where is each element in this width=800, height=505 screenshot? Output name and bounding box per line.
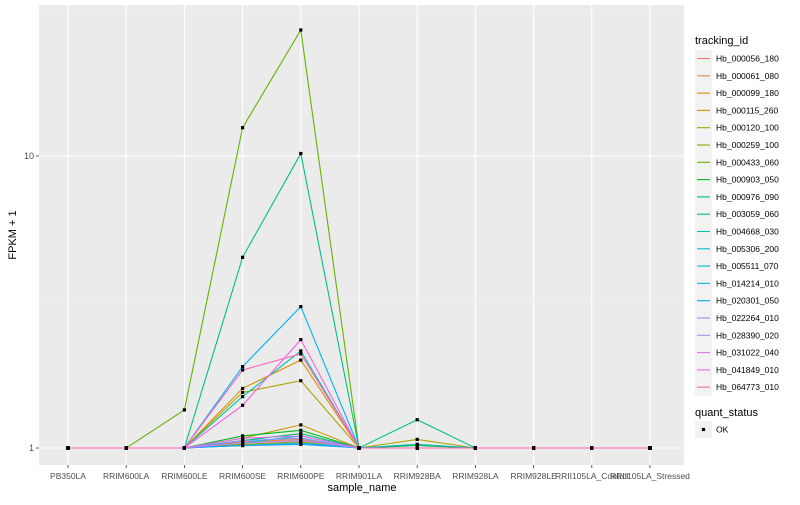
legend-label: Hb_000056_180: [716, 54, 779, 64]
data-point: [473, 446, 477, 450]
data-point: [241, 126, 245, 130]
legend-label: Hb_003059_060: [716, 209, 779, 219]
data-point: [415, 442, 419, 446]
data-point: [299, 352, 303, 356]
x-tick-label: PB350LA: [50, 471, 86, 481]
x-axis-title: sample_name: [327, 482, 396, 494]
legend-label: Hb_005511_070: [716, 261, 779, 271]
data-point: [299, 151, 303, 156]
x-tick-label: RRII105LA_Control: [555, 471, 629, 481]
data-point: [299, 442, 303, 446]
data-point: [299, 432, 303, 436]
data-point: [241, 365, 245, 369]
data-point: [415, 437, 419, 441]
data-point: [241, 368, 245, 372]
shape-legend-label: OK: [716, 425, 729, 435]
data-point: [357, 446, 361, 450]
data-point: [241, 443, 245, 448]
data-point: [648, 446, 652, 450]
y-axis-title: FPKM + 1: [7, 210, 19, 259]
legend-label: Hb_028390_020: [716, 330, 779, 340]
data-point: [299, 358, 303, 362]
data-point: [299, 338, 303, 342]
data-point: [66, 446, 70, 450]
data-point: [299, 436, 303, 440]
data-point: [415, 418, 419, 422]
data-point: [299, 28, 303, 32]
data-point: [182, 408, 186, 412]
grid-lines: [39, 5, 684, 465]
data-point: [299, 379, 303, 383]
data-point: [241, 255, 245, 259]
data-point: [299, 305, 303, 309]
data-point: [590, 446, 594, 450]
x-tick-label: RRIM928LA: [452, 471, 499, 481]
legend-title: tracking_id: [695, 35, 748, 47]
x-tick-label: RRIM600PE: [277, 471, 325, 481]
data-point: [299, 439, 303, 443]
data-point: [299, 434, 303, 438]
y-axis-ticks: 1 10: [24, 151, 39, 453]
legend-label: Hb_000099_180: [716, 88, 779, 98]
legend-label: Hb_014214_010: [716, 278, 779, 288]
x-tick-label: RRII105LA_Stressed: [610, 471, 690, 481]
x-axis-ticks: PB350LA RRIM600LA RRIM600LE RRIM600SE RRIM60…: [50, 465, 690, 481]
legend-label: Hb_022264_010: [716, 313, 779, 323]
y-tick-label: 1: [29, 443, 34, 453]
data-point: [124, 446, 128, 450]
data-point: [241, 395, 245, 399]
data-point: [182, 446, 186, 450]
data-point: [241, 441, 245, 445]
shape-legend-title: quant_status: [695, 407, 758, 419]
data-point: [299, 349, 303, 353]
legend-label: Hb_000061_080: [716, 71, 779, 81]
data-point: [299, 423, 303, 427]
legend-label: Hb_000115_260: [716, 105, 779, 115]
x-tick-label: RRIM928BA: [394, 471, 442, 481]
legend-label: Hb_000120_100: [716, 123, 779, 133]
legend-label: Hb_004668_030: [716, 227, 779, 237]
data-point: [241, 403, 245, 407]
legend-label: Hb_000976_090: [716, 192, 779, 202]
x-tick-label: RRIM600SE: [219, 471, 267, 481]
y-tick-label: 10: [24, 151, 34, 161]
data-point: [241, 436, 245, 440]
x-tick-label: RRIM928LE: [510, 471, 557, 481]
legend-label: Hb_041849_010: [716, 365, 779, 375]
data-points: [66, 28, 652, 450]
data-point: [241, 386, 245, 390]
x-tick-label: RRIM600LA: [103, 471, 150, 481]
legend-label: Hb_000433_060: [716, 157, 779, 167]
legend-label: Hb_020301_050: [716, 296, 779, 306]
data-point: [532, 446, 536, 450]
legend-label: Hb_005306_200: [716, 244, 779, 254]
data-point: [241, 439, 245, 443]
data-point: [415, 446, 419, 450]
legend-label: Hb_000259_100: [716, 140, 779, 150]
plot-panel: [39, 5, 684, 465]
x-tick-label: RRIM600LE: [161, 471, 208, 481]
legend-label: Hb_031022_040: [716, 348, 779, 358]
legend-label: Hb_064773_010: [716, 382, 779, 392]
data-point: [299, 428, 303, 432]
data-point: [241, 390, 245, 394]
shape-legend-marker: [701, 427, 706, 432]
legend-label: Hb_000903_050: [716, 175, 779, 185]
legend: tracking_id Hb_000056_180 Hb_000061_080 Hb…: [695, 35, 779, 438]
data-point: [241, 434, 245, 438]
x-tick-label: RRIM901LA: [336, 471, 383, 481]
